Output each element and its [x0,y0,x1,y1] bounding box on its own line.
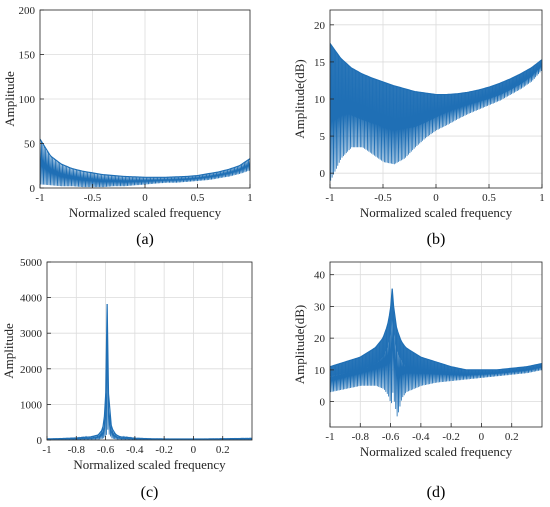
y-tick-label: 30 [314,301,326,313]
x-tick-label: 0 [479,431,485,443]
y-tick-label: 5000 [20,257,43,269]
y-tick-label: 10 [314,94,326,106]
x-tick-label: -0.8 [352,431,370,443]
panel-a: -1 -0.5 0 0.5 1 0 50 100 150 200 Normalized scaled… [2,5,253,248]
x-tick-label: -0.8 [68,444,86,456]
series-envelope [330,43,542,96]
axes-box [46,261,253,441]
panel-caption: (c) [141,484,159,501]
series-line [47,304,252,440]
panel-c: -1 -0.8 -0.6 -0.4 -0.2 0 0.2 0 1000 2000 3000 4000 5… [1,257,253,501]
x-axis-label: Normalized scaled frequency [360,205,513,220]
y-tick-label: 10 [314,365,326,377]
y-tick-label: 4000 [20,293,43,305]
series-envelope [47,304,252,440]
y-tick-label: 15 [314,57,326,69]
x-axis-label: Normalized scaled frequency [69,205,222,220]
series-trace [40,139,250,188]
x-tick-label: 1 [539,192,545,204]
y-tick-label: 20 [314,333,326,345]
series-envelope [40,138,250,178]
series-band [330,288,542,377]
x-tick-label: -0.6 [97,444,115,456]
series-line [330,288,542,417]
x-tick-label: 0 [191,444,197,456]
x-tick-label: 0.2 [216,444,230,456]
series-line [330,43,542,181]
x-axis-label: Normalized scaled frequency [73,457,226,472]
x-tick-label: -0.4 [412,431,430,443]
panel-caption: (a) [136,231,154,248]
x-tick-label: -1 [325,192,334,204]
series-band [330,43,542,129]
x-tick-label: 0.5 [482,192,496,204]
x-tick-label: 0 [433,192,439,204]
x-tick-label: -1 [35,192,44,204]
x-tick-label: 1 [247,192,253,204]
x-tick-label: -0.5 [84,192,102,204]
y-tick-label: 50 [24,139,36,151]
y-axis-label: Amplitude(dB) [292,305,307,384]
x-tick-label: -1 [325,431,334,443]
y-tick-label: 40 [314,270,326,282]
x-tick-label: -0.5 [374,192,392,204]
axes-box [329,261,543,428]
y-tick-label: 150 [19,50,36,62]
x-tick-label: -0.2 [155,444,172,456]
series-line [40,138,250,188]
series-envelope [330,288,542,371]
y-tick-label: 2000 [20,364,43,376]
series-trace [330,288,542,417]
y-tick-label: 0 [320,168,326,180]
y-tick-label: 20 [314,20,326,32]
panel-caption: (b) [427,231,446,248]
y-tick-label: 200 [19,5,36,17]
x-tick-label: -0.6 [382,431,400,443]
y-tick-label: 1000 [20,399,43,411]
y-tick-label: 0 [37,435,43,447]
y-tick-label: 0 [30,183,36,195]
x-tick-label: -1 [42,444,51,456]
panel-caption: (d) [427,484,446,501]
y-axis-label: Amplitude [1,323,16,379]
y-axis-label: Amplitude [2,71,17,127]
y-axis-label: Amplitude(dB) [292,59,307,138]
y-tick-label: 3000 [20,328,43,340]
y-tick-label: 0 [320,397,326,409]
x-tick-label: -0.2 [442,431,459,443]
x-tick-label: 0.5 [191,192,205,204]
series-trace [330,43,542,181]
x-axis-label: Normalized scaled frequency [360,444,513,459]
series-trace [47,304,252,440]
panel-d: -1 -0.8 -0.6 -0.4 -0.2 0 0.2 0 10 20 30 40 Normalize… [292,261,543,501]
x-tick-label: 0.2 [505,431,519,443]
y-tick-label: 100 [19,94,36,106]
x-tick-label: -0.4 [126,444,144,456]
y-tick-label: 5 [320,131,326,143]
x-tick-label: 0 [142,192,148,204]
